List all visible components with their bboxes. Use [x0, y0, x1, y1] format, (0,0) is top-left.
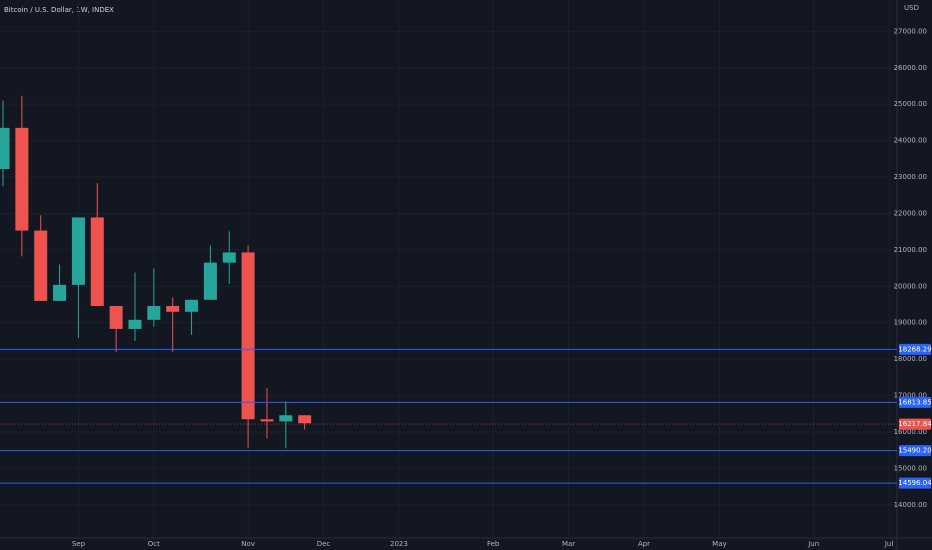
candle-body [166, 305, 180, 312]
x-tick-label: May [712, 540, 726, 548]
candle-body [185, 299, 199, 312]
x-tick-label: Mar [562, 540, 575, 548]
level-label-box [899, 396, 931, 408]
y-tick-label: 24000.00 [894, 137, 927, 145]
chart-title: Bitcoin / U.S. Dollar, 1W, INDEX [4, 6, 114, 14]
candle-body [203, 262, 217, 300]
level-label: 14596.04 [898, 479, 932, 487]
y-tick-label: 26000.00 [894, 64, 927, 72]
y-tick-label: 19000.00 [894, 319, 927, 327]
candle-body [0, 127, 10, 170]
candle-body [260, 419, 274, 422]
x-tick-label: Nov [241, 540, 255, 548]
last-price-box [899, 418, 931, 430]
level-label-box [899, 445, 931, 457]
level-label-box [899, 477, 931, 489]
y-tick-label: 17000.00 [894, 392, 927, 400]
x-tick-label: Oct [148, 540, 160, 548]
x-tick-label: Apr [638, 540, 650, 548]
x-tick-label: Dec [317, 540, 331, 548]
candle-body [15, 127, 29, 231]
level-label: 16813.85 [898, 398, 931, 406]
candle-body [128, 319, 142, 329]
level-label: 15490.20 [898, 447, 931, 455]
y-tick-label: 15000.00 [894, 464, 927, 472]
candle-body [53, 284, 67, 301]
y-tick-label: 21000.00 [894, 246, 927, 254]
candle-body [279, 415, 293, 422]
candle-body [34, 230, 48, 301]
candle-body [147, 305, 161, 320]
candle-body [90, 217, 104, 306]
x-tick-label: Jul [884, 540, 894, 548]
y-tick-label: 20000.00 [894, 282, 927, 290]
candle-body [71, 217, 85, 285]
x-tick-label: Feb [487, 540, 500, 548]
candle-body [241, 252, 255, 420]
x-tick-label: 2023 [390, 540, 408, 548]
level-label-box [899, 343, 931, 355]
y-tick-label: 22000.00 [894, 209, 927, 217]
x-tick-label: Jun [807, 540, 819, 548]
y-tick-label: 23000.00 [894, 173, 927, 181]
candle-body [222, 252, 236, 263]
y-tick-label: 14000.00 [894, 501, 927, 509]
candle-body [109, 305, 123, 329]
candle-body [298, 415, 312, 424]
y-tick-label: 16000.00 [894, 428, 927, 436]
y-tick-label: 27000.00 [894, 27, 927, 35]
y-tick-label: 18000.00 [894, 355, 927, 363]
x-tick-label: Sep [72, 540, 86, 548]
currency-label: USD [904, 4, 919, 12]
y-tick-label: 25000.00 [894, 100, 927, 108]
level-label: 18268.29 [898, 345, 931, 353]
last-price-label: 16217.84 [898, 420, 932, 428]
